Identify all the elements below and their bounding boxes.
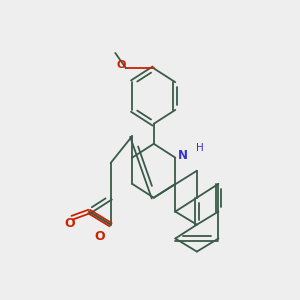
Text: O: O — [64, 218, 75, 230]
Text: O: O — [117, 60, 126, 70]
Text: N: N — [178, 149, 188, 162]
Text: H: H — [196, 143, 204, 153]
Text: O: O — [94, 230, 105, 244]
